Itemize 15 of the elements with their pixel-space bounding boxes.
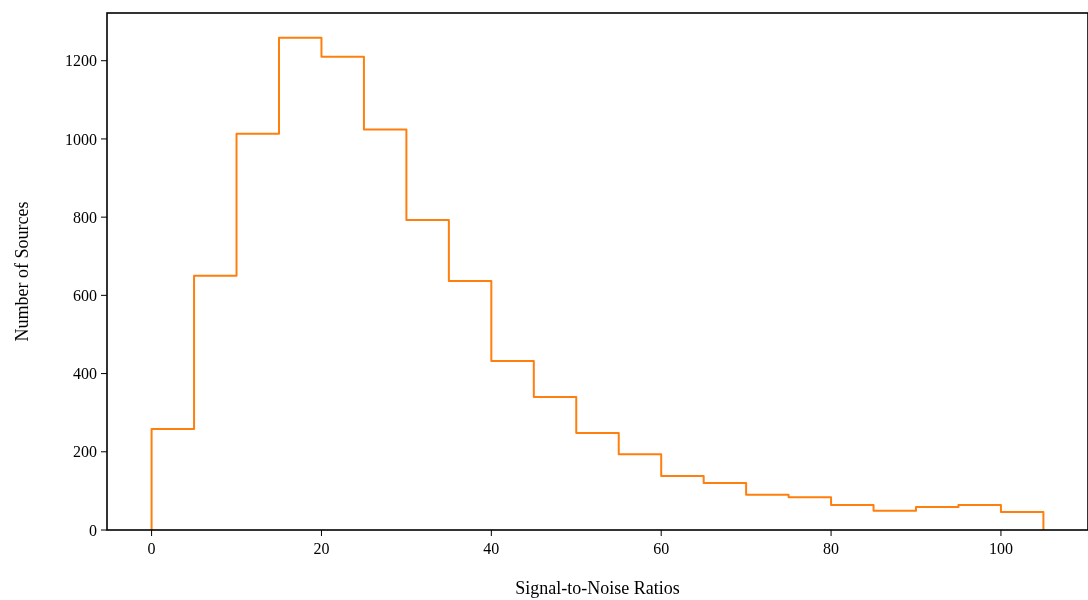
x-tick-label: 80 [823, 540, 840, 557]
y-tick-label: 800 [73, 208, 97, 226]
y-tick-label: 400 [73, 365, 97, 383]
x-tick-label: 40 [483, 540, 500, 557]
y-axis-title: Number of Sources [12, 201, 32, 342]
x-tick-label: 60 [653, 540, 670, 557]
y-tick-label: 0 [89, 521, 97, 539]
x-tick-label: 20 [313, 540, 330, 557]
y-tick-label: 1000 [65, 130, 97, 148]
y-tick-label: 1200 [65, 52, 97, 70]
x-tick-label: 0 [147, 540, 156, 557]
x-tick-label: 100 [988, 540, 1013, 557]
y-tick-label: 600 [73, 286, 97, 304]
x-axis-title: Signal-to-Noise Ratios [515, 578, 680, 598]
y-tick-label: 200 [73, 443, 97, 461]
